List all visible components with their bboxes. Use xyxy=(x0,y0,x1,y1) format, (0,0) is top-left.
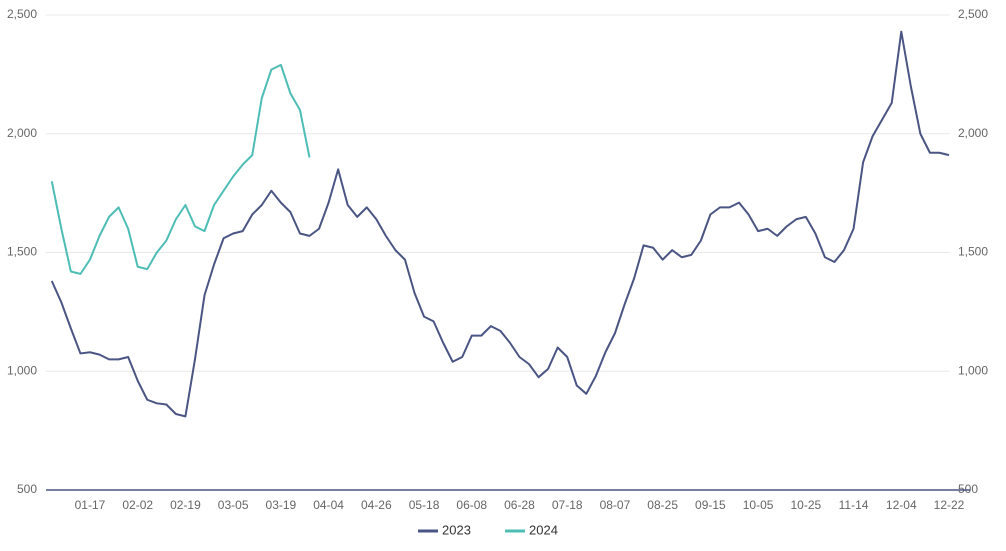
x-tick-label: 02-19 xyxy=(170,498,201,512)
y-tick-label: 2,500 xyxy=(7,7,37,21)
x-tick-label: 08-07 xyxy=(600,498,631,512)
y-tick-label: 500 xyxy=(17,482,37,496)
x-tick-label: 12-04 xyxy=(886,498,917,512)
x-tick-label: 10-05 xyxy=(743,498,774,512)
x-tick-label: 08-25 xyxy=(647,498,678,512)
x-tick-label: 09-15 xyxy=(695,498,726,512)
x-tick-label: 01-17 xyxy=(75,498,106,512)
x-tick-label: 12-22 xyxy=(934,498,965,512)
series-line xyxy=(50,63,311,275)
legend: 2023 2024 xyxy=(418,522,558,537)
x-tick-label: 03-05 xyxy=(218,498,249,512)
x-tick-label: 06-08 xyxy=(456,498,487,512)
y2-tick-label: 1,500 xyxy=(958,245,988,259)
y-tick-label: 2,000 xyxy=(7,126,37,140)
y2-tick-label: 1,000 xyxy=(958,363,988,377)
series-line xyxy=(50,30,950,418)
x-tick-label: 11-14 xyxy=(839,498,869,512)
y2-tick-label: 500 xyxy=(958,482,978,496)
y2-tick-label: 2,500 xyxy=(958,7,988,21)
x-tick-label: 04-26 xyxy=(361,498,392,512)
x-tick-label: 03-19 xyxy=(266,498,297,512)
y-tick-label: 1,000 xyxy=(7,363,37,377)
x-tick-label: 04-04 xyxy=(313,498,344,512)
legend-label: 2024 xyxy=(529,522,558,537)
y-tick-label: 1,500 xyxy=(7,245,37,259)
y2-tick-label: 2,000 xyxy=(958,126,988,140)
legend-label: 2023 xyxy=(442,522,471,537)
x-tick-label: 05-18 xyxy=(409,498,440,512)
x-tick-label: 10-25 xyxy=(790,498,821,512)
x-tick-label: 06-28 xyxy=(504,498,535,512)
x-tick-label: 02-02 xyxy=(122,498,153,512)
x-tick-label: 07-18 xyxy=(552,498,583,512)
